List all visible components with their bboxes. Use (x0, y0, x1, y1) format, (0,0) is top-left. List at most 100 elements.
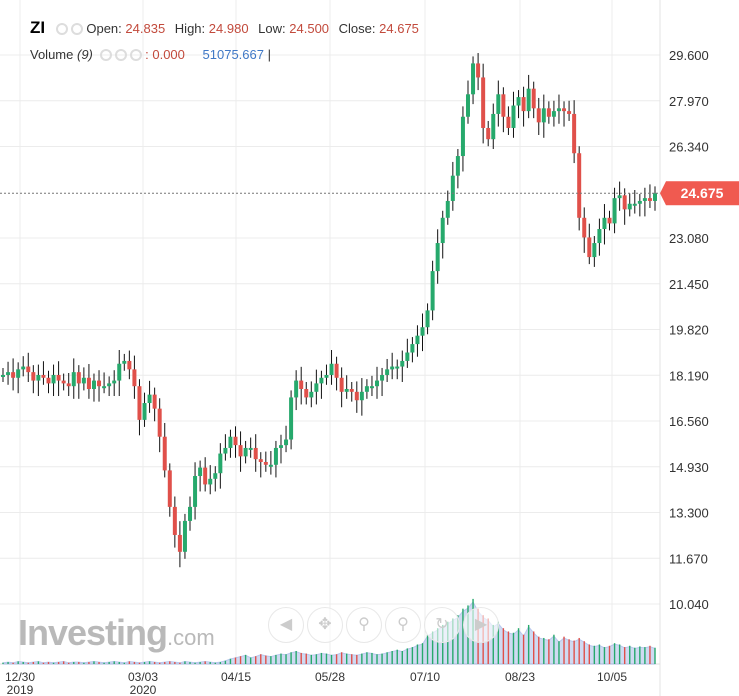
candle-body (425, 310, 430, 328)
candle-body (354, 391, 359, 401)
candle-body (31, 372, 36, 381)
candle-body (51, 374, 56, 384)
gear-icon[interactable] (70, 23, 83, 35)
candle-body (607, 217, 612, 224)
candle-body (228, 436, 233, 448)
candle-body (198, 467, 203, 477)
candle-body (268, 464, 273, 467)
candle-body (243, 447, 248, 457)
candle-body (627, 203, 632, 210)
x-tick-label: 03/03 (128, 670, 158, 684)
high-value: 24.980 (208, 21, 249, 36)
candle-body (385, 369, 390, 375)
y-tick-label: 13.300 (669, 506, 709, 521)
x-tick-label: 08/23 (505, 670, 535, 684)
candle-body (562, 108, 567, 112)
candle-body (91, 380, 96, 390)
y-tick-label: 18.190 (669, 368, 709, 383)
arrow-right-icon[interactable]: ▶ (463, 607, 499, 643)
volume-label: Volume (30, 47, 74, 62)
investing-logo: Investing.com (18, 612, 215, 653)
low-label: Low: (258, 21, 286, 36)
candle-body (491, 113, 496, 140)
candle-body (481, 77, 486, 128)
candle-body (415, 335, 420, 345)
candle-body (188, 506, 193, 521)
candle-body (587, 237, 592, 258)
candle-body (632, 203, 637, 206)
zoom-pan-icon[interactable]: ✥ (307, 607, 343, 643)
gear-icon[interactable] (114, 49, 127, 61)
candle-body (253, 447, 258, 460)
candle-body (536, 108, 541, 123)
candle-body (647, 198, 652, 201)
candle-body (46, 377, 51, 384)
candle-body (152, 394, 157, 409)
y-tick-label: 29.600 (669, 48, 709, 63)
candle-body (86, 377, 91, 390)
candle-body (440, 217, 445, 244)
candle-body (450, 175, 455, 201)
volume-value: : 0.000 (145, 47, 185, 62)
candle-body (233, 436, 238, 446)
candle-body (430, 271, 435, 311)
candle-body (546, 108, 551, 117)
zoom-out-icon[interactable]: ⚲ (346, 607, 382, 643)
candle-body (329, 363, 334, 375)
candle-body (567, 111, 572, 114)
candle-body (496, 94, 501, 114)
close-icon[interactable] (129, 49, 142, 61)
candle-body (622, 195, 627, 210)
low-value: 24.500 (289, 21, 330, 36)
y-tick-label: 16.560 (669, 414, 709, 429)
x-tick-label: 05/28 (315, 670, 345, 684)
candle-body (556, 108, 561, 112)
candle-body (445, 200, 450, 218)
candle-body (132, 369, 137, 387)
candle-body (36, 374, 41, 381)
candle-body (299, 380, 304, 390)
volume-ma-value: 51075.667 (202, 47, 264, 62)
candle-body (364, 386, 369, 392)
candle-body (551, 111, 556, 117)
candle-body (258, 459, 263, 462)
candle-body (289, 397, 294, 440)
candle-body (380, 374, 385, 381)
candle-body (203, 467, 208, 485)
cursor-mark: | (267, 47, 271, 62)
candle-body (177, 534, 182, 552)
x-tick-year: 2020 (130, 683, 157, 696)
candle-body (284, 439, 289, 446)
y-tick-label: 10.040 (669, 597, 709, 612)
candle-body (273, 447, 278, 465)
candle-body (405, 352, 410, 361)
candle-body (1, 374, 5, 377)
zoom-in-icon[interactable]: ⚲ (385, 607, 421, 643)
candle-body (637, 200, 642, 204)
x-tick-label: 04/15 (221, 670, 251, 684)
x-tick-label: 12/30 (5, 670, 35, 684)
arrow-left-icon[interactable]: ◀ (268, 607, 304, 643)
candle-body (81, 377, 86, 384)
candle-body (56, 374, 61, 381)
x-tick-label: 10/05 (597, 670, 627, 684)
candle-body (339, 377, 344, 392)
symbol-label: ZI (30, 18, 46, 37)
eye-icon[interactable] (99, 49, 112, 61)
candle-body (319, 377, 324, 384)
candle-body (344, 389, 349, 392)
candle-body (142, 403, 147, 420)
candle-body (642, 198, 647, 201)
close-label: Close: (338, 21, 376, 36)
candle-body (11, 372, 16, 378)
candle-body (471, 63, 476, 95)
candle-body (248, 447, 253, 450)
candle-body (612, 198, 617, 224)
reset-icon[interactable]: ↻ (424, 607, 460, 643)
candle-body (375, 380, 380, 387)
candle-body (541, 108, 546, 123)
candle-body (304, 389, 309, 398)
y-tick-label: 27.970 (669, 94, 709, 109)
eye-icon[interactable] (55, 23, 68, 35)
